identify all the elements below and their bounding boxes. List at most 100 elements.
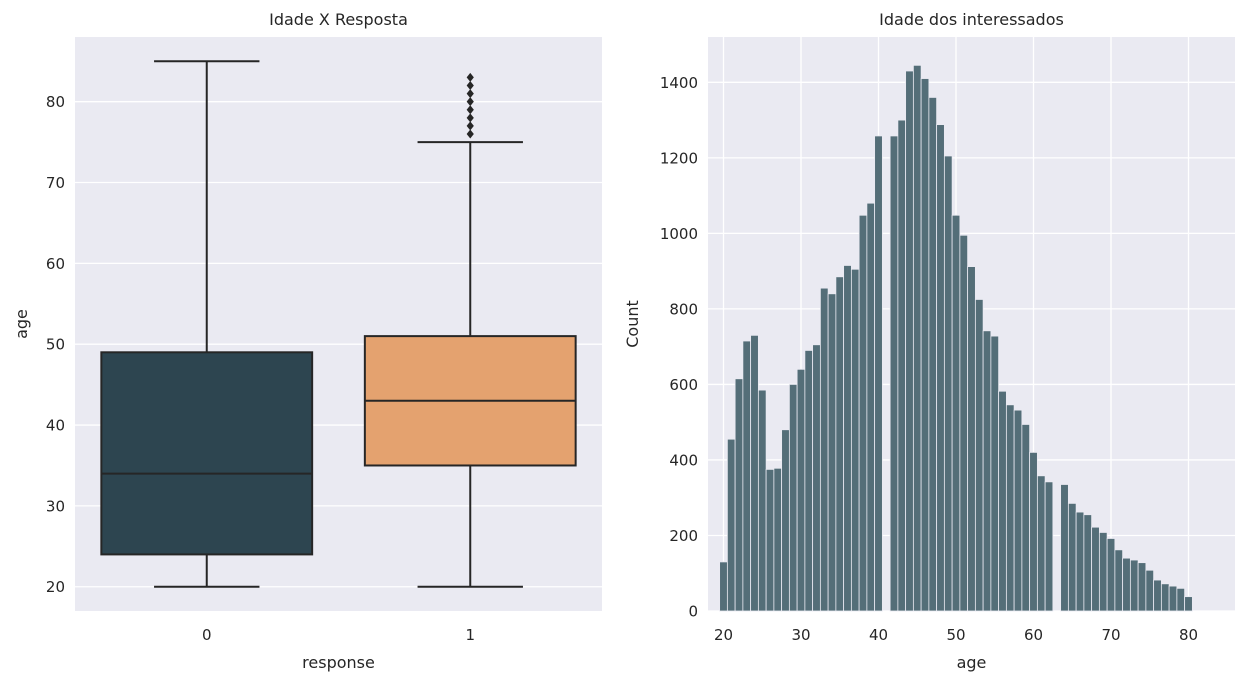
histogram-bar [850,268,860,612]
histogram-bar [812,344,821,612]
histogram-y-tick-labels: 0 200 400 600 800 1000 1200 1400 [660,74,698,621]
histogram-x-tick-label: 30 [791,626,810,644]
histogram-x-axis-label: age [957,653,987,672]
boxplot-y-tick-labels: 20 30 40 50 60 70 80 [46,93,65,596]
histogram-bar [943,155,953,612]
histogram-bar [1114,549,1124,612]
histogram-bar [920,78,930,612]
histogram-y-tick-label: 1400 [660,74,698,92]
histogram-x-tick-label: 40 [869,626,888,644]
histogram-bar [905,70,914,612]
boxplot-outlier-point [466,97,474,107]
histogram-bar [1075,511,1085,612]
histogram-bar [1060,484,1069,612]
boxplot-outlier-point [466,89,474,99]
histogram-bar [866,202,876,612]
histogram-bar [788,384,798,612]
histogram-bar [1029,451,1038,612]
histogram-y-tick-label: 1200 [660,149,698,167]
boxplot-y-tick-label: 50 [46,336,65,354]
histogram-bar [1098,532,1108,612]
histogram-x-tick-label: 60 [1024,626,1043,644]
histogram-y-tick-label: 800 [669,300,698,318]
histogram-bar [998,390,1007,612]
histogram-y-axis-label: Count [623,300,642,348]
histogram-bar [982,330,992,612]
histogram-bar [1145,569,1155,612]
histogram-y-tick-label: 600 [669,376,698,394]
boxplot-x-tick-label: 0 [202,626,212,644]
histogram-bar [967,266,976,612]
histogram-bar [897,119,907,612]
histogram-bar [1168,585,1178,612]
histogram-bar [734,378,744,612]
boxplot-outlier-point [466,129,474,139]
histogram-bar [1137,562,1147,612]
histogram-bar [1044,481,1054,612]
histogram-bar [1005,404,1015,612]
boxplot-outlier-point [466,121,474,131]
histogram-x-tick-label: 80 [1179,626,1198,644]
histogram-bar [1153,579,1162,612]
histogram-bar [1083,514,1093,612]
histogram-x-tick-label: 20 [714,626,733,644]
boxplot-x-tick-label: 1 [465,626,475,644]
histogram-y-tick-label: 0 [688,603,698,621]
histogram-bar [757,389,767,612]
boxplot-y-tick-label: 70 [46,174,65,192]
histogram-bar [819,287,829,612]
histogram-bar [889,135,899,612]
histogram-bar [750,334,759,612]
histogram-bar [936,124,945,612]
histogram-y-tick-label: 200 [669,527,698,545]
histogram-bar [1036,475,1046,612]
boxplot-y-tick-label: 20 [46,578,65,596]
boxplot-y-tick-label: 80 [46,93,65,111]
histogram-bar [773,467,783,612]
histogram-x-tick-labels: 20 30 40 50 60 70 80 [714,626,1198,644]
histogram-bar [974,299,984,612]
histogram-bar [804,350,814,612]
histogram-bar [858,214,868,612]
histogram-bar [951,214,961,612]
histogram-bar [1013,409,1023,612]
histogram-bar [912,64,922,612]
histogram-bar [1067,502,1077,612]
boxplot-y-tick-label: 40 [46,417,65,435]
histogram-bar [1176,587,1186,612]
histogram-bar [1160,583,1170,612]
histogram-bar [781,429,790,612]
histogram-bar [990,335,1000,612]
histogram-bar [874,135,883,612]
histogram-x-tick-label: 70 [1101,626,1120,644]
histogram-bar [1129,559,1139,612]
histogram-bar [726,438,736,612]
histogram-bar [1122,557,1131,612]
boxplot-outlier-point [466,105,474,115]
histogram-y-tick-label: 400 [669,451,698,469]
histogram-bar [796,368,806,612]
histogram-bar [827,293,837,612]
histogram-y-tick-label: 1000 [660,225,698,243]
boxplot-outlier-point [466,113,474,123]
histogram-title: Idade dos interessados [879,10,1064,29]
boxplot-outlier-point [466,72,474,82]
histogram-bar [742,340,752,612]
histogram-bar [835,276,845,612]
boxplot-y-axis-label: age [12,309,31,339]
histogram-panel: 0 200 400 600 800 1000 1200 1400 20 30 40 50 60 70 80… [623,10,1235,672]
histogram-bars [719,64,1193,612]
histogram-x-tick-label: 50 [946,626,965,644]
histogram-bar [765,468,775,612]
boxplot-x-axis-label: response [302,653,375,672]
boxplot-title: Idade X Resposta [269,10,408,29]
histogram-bar [843,265,852,612]
histogram-bar [719,561,728,612]
histogram-bar [1106,538,1116,612]
boxplot-box [100,351,314,556]
boxplot-marks [100,60,577,588]
boxplot-outlier-point [466,81,474,91]
